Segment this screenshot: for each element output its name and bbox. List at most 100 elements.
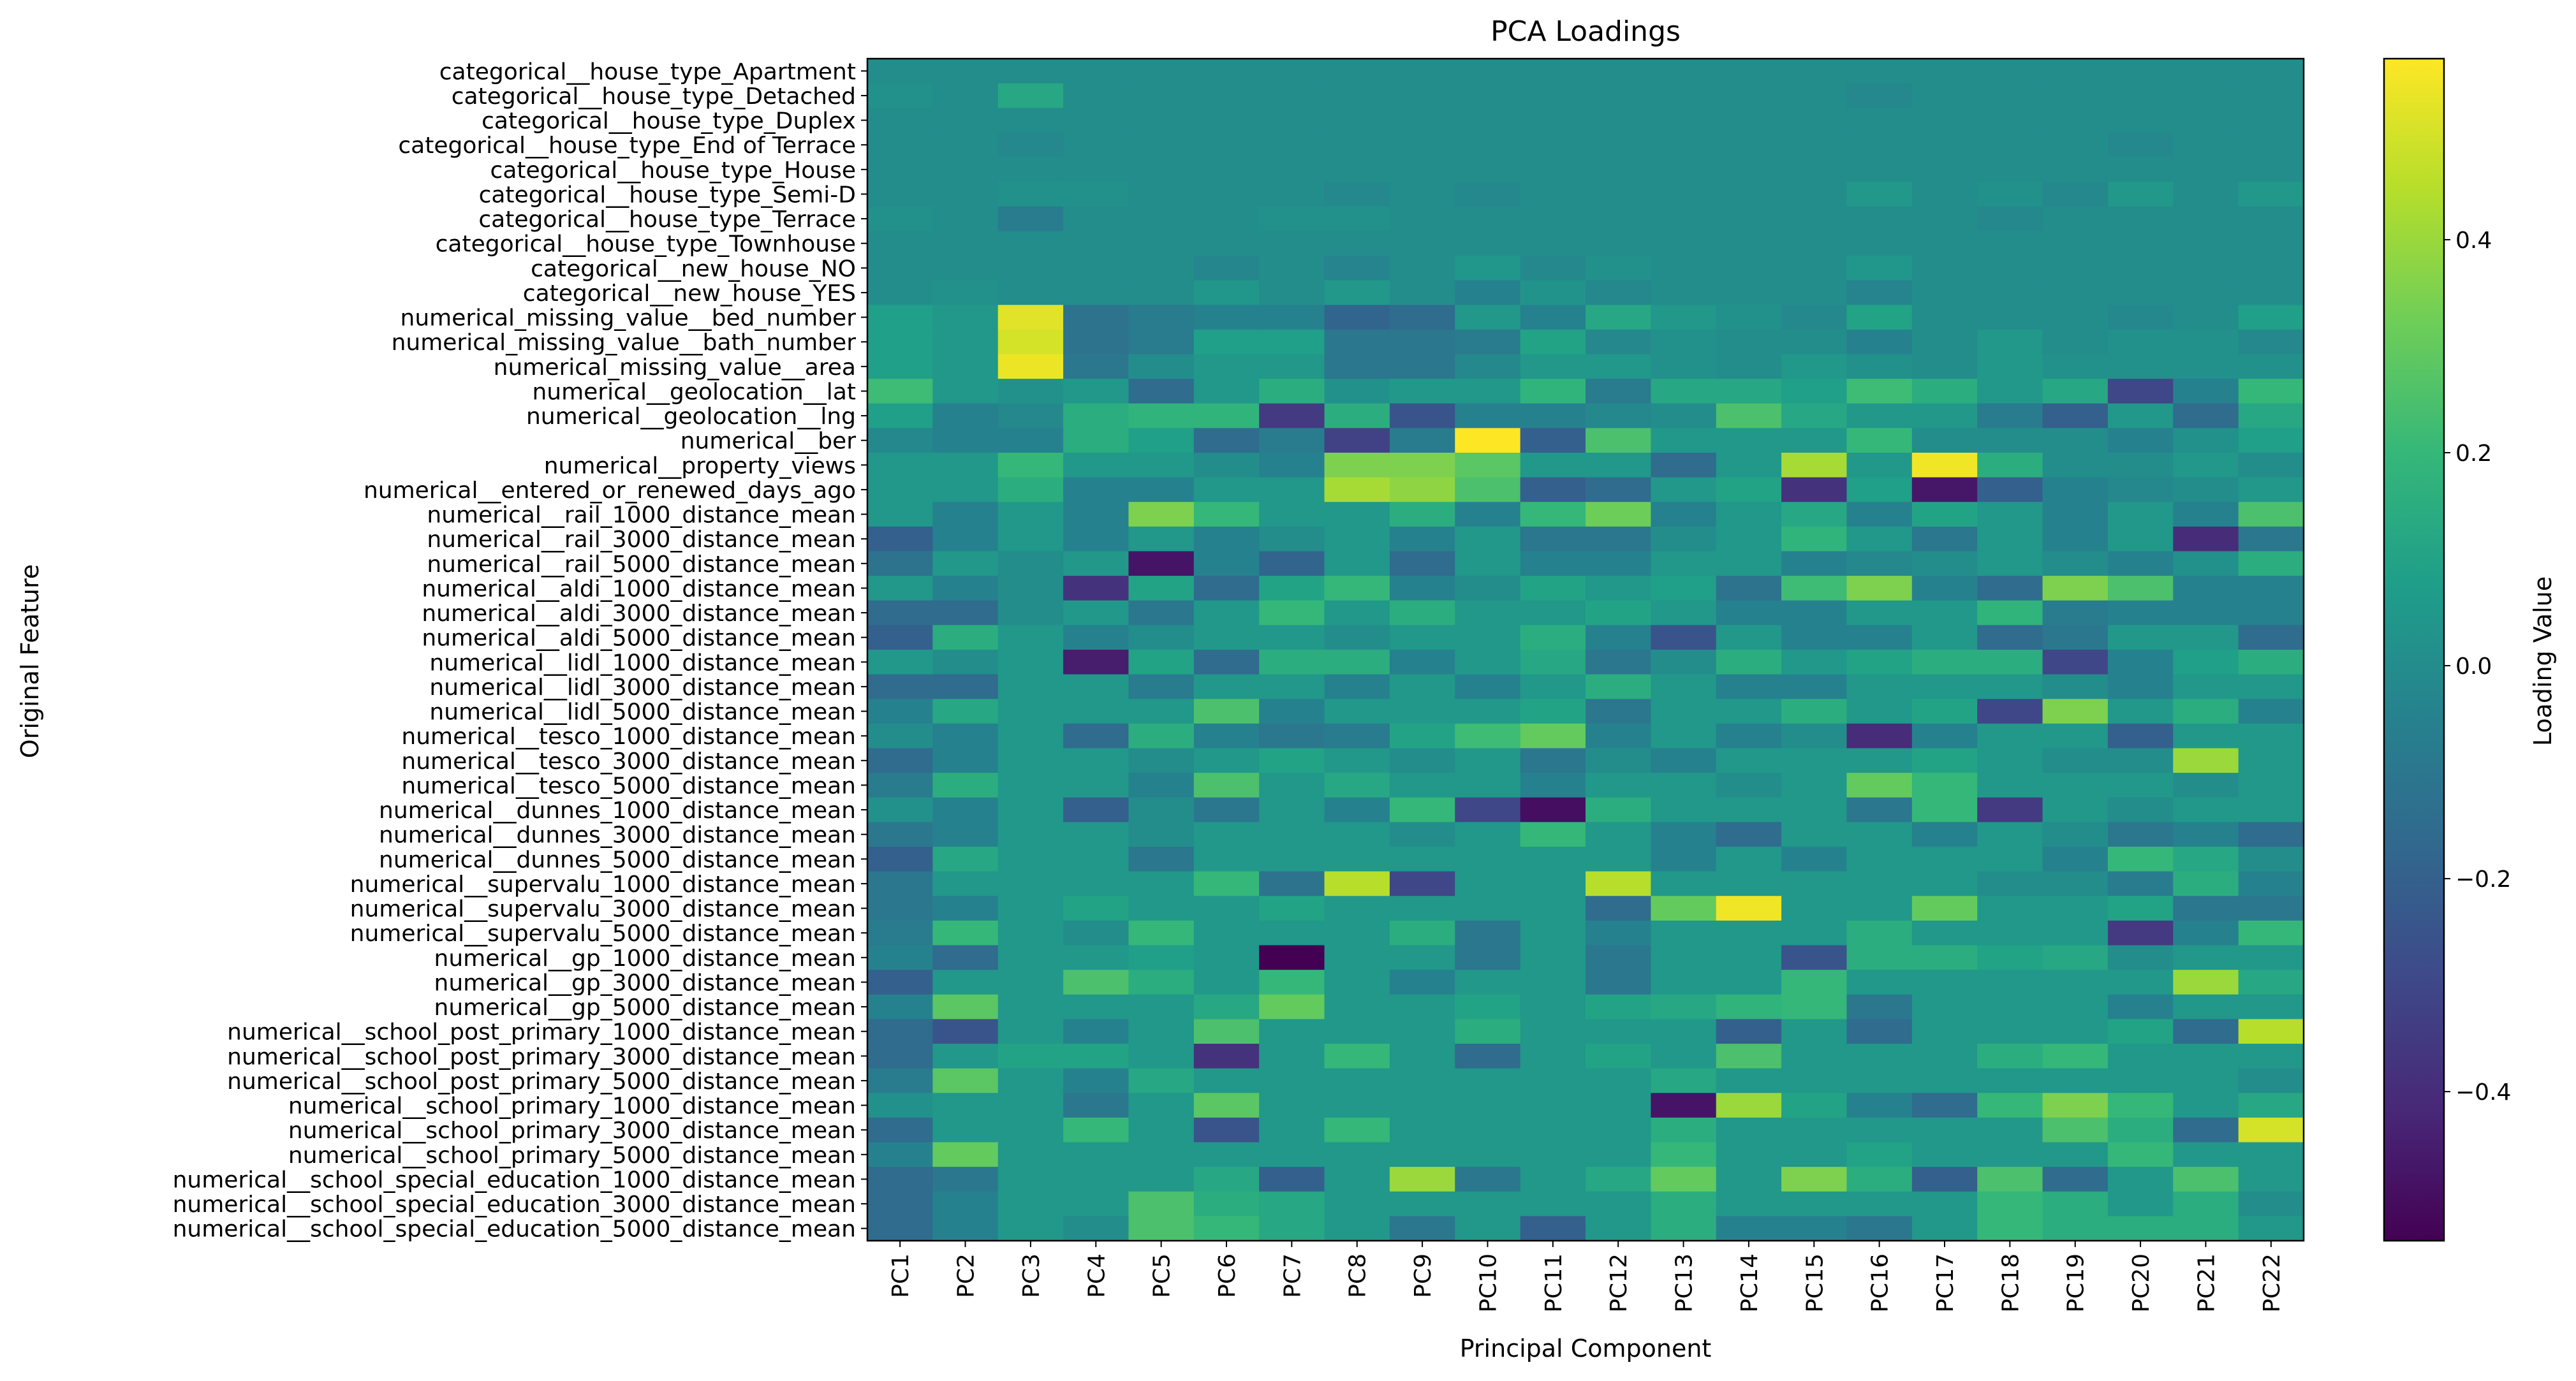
- heatmap-cell: [1651, 576, 1717, 601]
- heatmap-cell: [867, 83, 933, 108]
- heatmap-cell: [1520, 182, 1586, 207]
- heatmap-cell: [1846, 1191, 1913, 1217]
- heatmap-cell: [1063, 674, 1130, 699]
- heatmap-cell: [1911, 403, 1978, 428]
- heatmap-cell: [1846, 994, 1913, 1019]
- heatmap-cell: [867, 182, 933, 207]
- heatmap-cell: [2173, 379, 2239, 404]
- heatmap-cell: [1520, 551, 1586, 576]
- heatmap-cell: [1128, 773, 1195, 798]
- heatmap-cell: [1846, 871, 1913, 896]
- heatmap-cell: [2173, 305, 2239, 330]
- heatmap-cell: [1389, 477, 1455, 502]
- heatmap-cell: [1455, 428, 1521, 453]
- heatmap-cell: [1389, 797, 1455, 822]
- heatmap-cell: [2042, 1044, 2109, 1069]
- heatmap-cell: [1259, 132, 1325, 158]
- heatmap-cell: [1259, 1068, 1325, 1093]
- y-tick-label: numerical__rail_1000_distance_mean: [427, 502, 856, 529]
- heatmap-cell: [2173, 625, 2239, 650]
- heatmap-cell: [932, 256, 999, 281]
- heatmap-cell: [1128, 699, 1195, 724]
- heatmap-cell: [932, 379, 999, 404]
- heatmap-cell: [1520, 1117, 1586, 1143]
- heatmap-cell: [1977, 871, 2043, 896]
- heatmap-cell: [1846, 329, 1913, 355]
- heatmap-cell: [2173, 1044, 2239, 1069]
- heatmap-cell: [1846, 403, 1913, 428]
- y-tick-label: categorical__house_type_Apartment: [439, 59, 856, 85]
- heatmap-cell: [932, 502, 999, 527]
- heatmap-cell: [1781, 773, 1848, 798]
- heatmap-cell: [1520, 108, 1586, 133]
- heatmap-cell: [932, 231, 999, 256]
- heatmap-cell: [2107, 182, 2174, 207]
- heatmap-cell: [2107, 379, 2174, 404]
- heatmap-cell: [932, 354, 999, 379]
- heatmap-cell: [2042, 206, 2109, 231]
- heatmap-cell: [1389, 699, 1455, 724]
- heatmap-cell: [1781, 650, 1848, 675]
- heatmap-cell: [2173, 1093, 2239, 1118]
- heatmap-cell: [1586, 231, 1651, 256]
- heatmap-cell: [2107, 280, 2174, 305]
- heatmap-cell: [997, 305, 1064, 330]
- heatmap-cell: [1128, 1216, 1195, 1241]
- heatmap-cell: [1651, 305, 1717, 330]
- heatmap-cell: [2042, 231, 2109, 256]
- heatmap-cell: [1716, 871, 1782, 896]
- heatmap-cell: [932, 206, 999, 231]
- heatmap-cell: [1259, 428, 1325, 453]
- heatmap-cell: [1389, 83, 1455, 108]
- x-tick-label: PC20: [2128, 1253, 2154, 1313]
- heatmap-cell: [2042, 847, 2109, 872]
- heatmap-cell: [1651, 502, 1717, 527]
- heatmap-cell: [1063, 650, 1130, 675]
- heatmap-cell: [1128, 576, 1195, 601]
- heatmap-cell: [1193, 305, 1260, 330]
- heatmap-cell: [1846, 354, 1913, 379]
- heatmap-cell: [932, 526, 999, 552]
- heatmap-cell: [1455, 108, 1521, 133]
- heatmap-cell: [2173, 403, 2239, 428]
- y-tick-label: categorical__house_type_Semi-D: [479, 182, 856, 208]
- heatmap-cell: [1651, 822, 1717, 847]
- heatmap-cell: [1846, 157, 1913, 182]
- heatmap-cell: [1977, 773, 2043, 798]
- heatmap-cell: [2238, 305, 2304, 330]
- heatmap-cell: [2238, 231, 2304, 256]
- heatmap-cell: [1324, 551, 1390, 576]
- heatmap-cell: [2173, 231, 2239, 256]
- heatmap-cell: [2107, 157, 2174, 182]
- y-tick-label: numerical__gp_5000_distance_mean: [434, 995, 856, 1021]
- heatmap-cell: [1716, 182, 1782, 207]
- y-tick-label: numerical__school_post_primary_5000_dist…: [227, 1069, 856, 1095]
- heatmap-cell: [2042, 920, 2109, 946]
- heatmap-cell: [1259, 723, 1325, 749]
- heatmap-cell: [1651, 1068, 1717, 1093]
- heatmap-cell: [1977, 822, 2043, 847]
- heatmap-cell: [1259, 1191, 1325, 1217]
- heatmap-cell: [1324, 83, 1390, 108]
- heatmap-cell: [1781, 182, 1848, 207]
- heatmap-cell: [1977, 502, 2043, 527]
- heatmap-cell: [1520, 256, 1586, 281]
- heatmap-cell: [1977, 231, 2043, 256]
- heatmap-cell: [1063, 994, 1130, 1019]
- heatmap-cell: [2107, 1044, 2174, 1069]
- heatmap-cell: [932, 945, 999, 970]
- heatmap-cell: [1846, 1093, 1913, 1118]
- heatmap-cell: [2042, 970, 2109, 995]
- heatmap-cell: [1911, 428, 1978, 453]
- y-tick-label: numerical__gp_3000_distance_mean: [434, 970, 856, 996]
- heatmap-cell: [1259, 182, 1325, 207]
- heatmap-cell: [2042, 871, 2109, 896]
- heatmap-cell: [1063, 526, 1130, 552]
- heatmap-cell: [1977, 970, 2043, 995]
- heatmap-cell: [1128, 182, 1195, 207]
- heatmap-cell: [1846, 797, 1913, 822]
- heatmap-cell: [1455, 551, 1521, 576]
- heatmap-cell: [1586, 748, 1651, 773]
- heatmap-cell: [932, 773, 999, 798]
- heatmap-cell: [997, 970, 1064, 995]
